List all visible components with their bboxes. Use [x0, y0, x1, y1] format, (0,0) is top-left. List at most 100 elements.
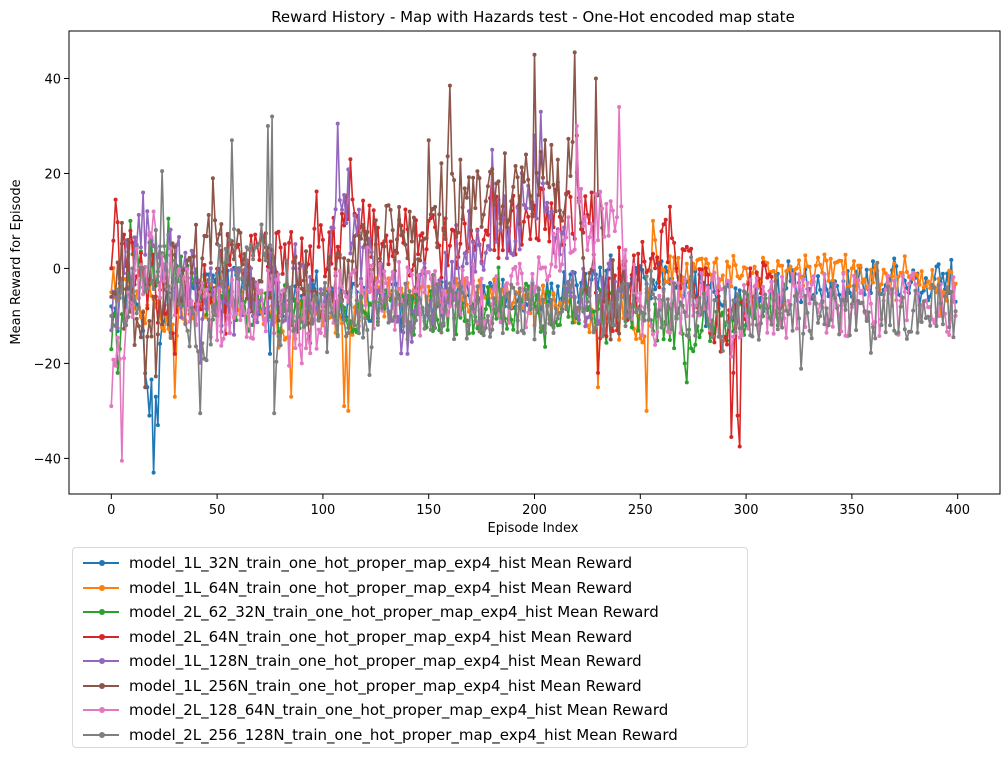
- series-point: [725, 319, 729, 324]
- series-point: [206, 292, 211, 297]
- series-point: [494, 316, 499, 321]
- series-point: [816, 255, 820, 260]
- series-point: [153, 394, 158, 399]
- series-point: [447, 281, 452, 286]
- series-point: [422, 326, 427, 331]
- series-point: [265, 268, 270, 273]
- series-point: [661, 337, 666, 342]
- series-point: [697, 335, 702, 340]
- series-point: [651, 218, 655, 223]
- series-point: [251, 257, 256, 262]
- series-point: [733, 263, 738, 268]
- series-point: [949, 257, 954, 262]
- series-point: [450, 259, 454, 264]
- series-point: [858, 263, 863, 268]
- series-point: [875, 260, 880, 265]
- series-point: [496, 307, 501, 312]
- series-point: [234, 270, 239, 275]
- series-point: [329, 311, 334, 315]
- series-point: [866, 310, 871, 315]
- series-point: [610, 329, 615, 333]
- series-point: [570, 320, 575, 325]
- series-point: [524, 206, 528, 211]
- series-point: [437, 212, 442, 217]
- series-point: [775, 259, 780, 264]
- series-point: [382, 269, 387, 274]
- series-point: [629, 325, 634, 330]
- series-point: [731, 370, 736, 375]
- series-point: [335, 334, 340, 339]
- series-point: [524, 288, 528, 292]
- series-point: [530, 282, 535, 287]
- series-point: [172, 394, 177, 399]
- series-point: [255, 282, 260, 287]
- series-point: [788, 264, 793, 269]
- series-point: [206, 280, 211, 285]
- series-point: [826, 323, 831, 328]
- series-point: [352, 213, 357, 218]
- series-point: [170, 241, 175, 246]
- series-point: [246, 308, 251, 313]
- series-point: [564, 235, 569, 240]
- series-point: [773, 273, 778, 277]
- series-point: [361, 198, 366, 203]
- series-point: [526, 297, 531, 302]
- series-point: [722, 285, 727, 290]
- series-point: [430, 273, 435, 277]
- series-point: [204, 312, 209, 317]
- series-point: [515, 175, 520, 180]
- series-point: [185, 267, 190, 272]
- series-point: [244, 296, 249, 301]
- series-point: [663, 217, 668, 222]
- series-point: [346, 408, 351, 413]
- series-point: [557, 268, 562, 273]
- series-point: [934, 324, 939, 329]
- series-point: [549, 262, 554, 267]
- series-point: [109, 328, 114, 333]
- series-point: [456, 230, 461, 235]
- series-point: [642, 318, 647, 323]
- series-point: [593, 192, 598, 197]
- series-point: [397, 205, 402, 209]
- series-point: [756, 337, 761, 342]
- series-point: [936, 276, 941, 281]
- series-point: [701, 291, 706, 296]
- series-point: [644, 408, 649, 413]
- series-point: [648, 269, 653, 274]
- series-point: [720, 273, 725, 278]
- series-point: [615, 290, 619, 295]
- series-point: [384, 295, 389, 299]
- series-point: [733, 286, 738, 291]
- series-point: [926, 314, 931, 319]
- series-point: [947, 325, 952, 330]
- series-point: [877, 290, 882, 295]
- series-point: [665, 297, 670, 302]
- series-point: [189, 270, 194, 275]
- series-point: [505, 291, 509, 296]
- series-point: [576, 317, 581, 322]
- series-point: [801, 277, 806, 282]
- series-point: [439, 161, 444, 166]
- series-point: [388, 239, 393, 244]
- series-point: [507, 320, 512, 325]
- series-point: [143, 385, 148, 390]
- series-point: [555, 316, 560, 321]
- series-point: [278, 343, 283, 348]
- series-point: [325, 350, 330, 355]
- series-point: [299, 236, 304, 241]
- series-point: [909, 273, 914, 278]
- series-point: [574, 124, 579, 128]
- series-point: [949, 289, 954, 294]
- series-point: [130, 240, 135, 245]
- series-point: [388, 276, 393, 281]
- series-point: [426, 309, 431, 314]
- series-point: [132, 298, 137, 303]
- series-point: [528, 237, 533, 242]
- series-point: [375, 225, 380, 230]
- series-point: [648, 324, 653, 328]
- series-point: [892, 328, 897, 333]
- series-point: [128, 218, 133, 223]
- series-point: [433, 269, 438, 274]
- x-axis-label: Episode Index: [488, 521, 579, 536]
- series-point: [284, 303, 289, 308]
